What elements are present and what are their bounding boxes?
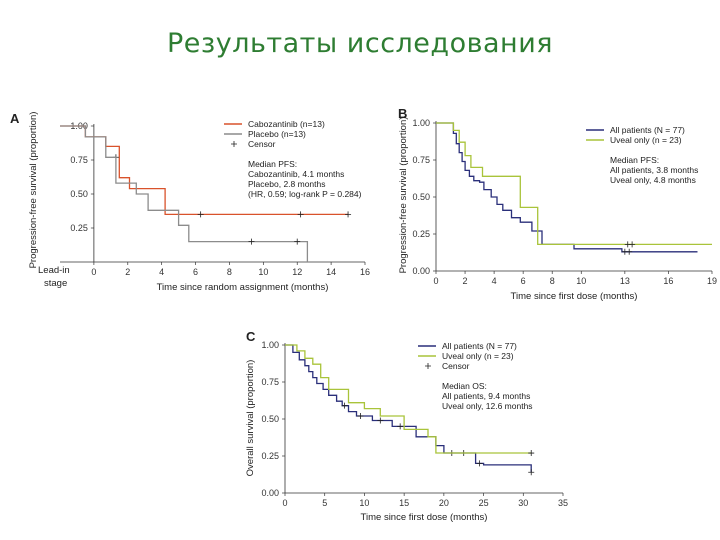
- panel-b-legend-entry-2: Uveal only (n = 23): [610, 135, 682, 145]
- panel-b-x-tick-label: 2: [463, 276, 468, 286]
- panel-a-censor-mark: [345, 211, 352, 218]
- panel-a-legend-entry-2: Placebo (n=13): [248, 129, 306, 139]
- panel-a-y-tick-label: 0.75: [70, 155, 88, 165]
- panel-a-x-tick-label: 6: [193, 267, 198, 277]
- panel-a-x-axis-label: Time since random assignment (months): [157, 282, 329, 293]
- panel-b-x-tick-label: 19: [707, 276, 717, 286]
- panel-a-leadin-label-2: stage: [44, 278, 67, 289]
- panel-b-y-tick-label: 0.75: [412, 155, 430, 165]
- panel-c-annotation-line-3: Uveal only, 12.6 months: [442, 401, 533, 411]
- panel-c-legend-entry-2: Uveal only (n = 23): [442, 351, 514, 361]
- panel-c-letter: C: [246, 329, 256, 344]
- panel-c-censor-mark: [357, 413, 364, 420]
- panel-b-x-tick-label: 0: [433, 276, 438, 286]
- panel-c-y-tick-label: 0.50: [261, 414, 279, 424]
- panel-b-y-tick-label: 0.00: [412, 266, 430, 276]
- panel-c-censor-mark: [341, 402, 348, 409]
- panel-a-legend-entry-1: Cabozantinib (n=13): [248, 119, 325, 129]
- panel-b-censor-mark: [629, 241, 636, 248]
- panel-b-annotation-line-3: Uveal only, 4.8 months: [610, 175, 696, 185]
- panel-b-y-tick-label: 1.00: [412, 118, 430, 128]
- panel-b-legend-entry-1: All patients (N = 77): [610, 125, 685, 135]
- panel-c-censor-mark: [377, 417, 384, 424]
- panel-a-y-tick-label: 0.25: [70, 223, 88, 233]
- panel-c-y-tick-label: 0.75: [261, 377, 279, 387]
- panel-a-legend-censor: Censor: [248, 139, 276, 149]
- panel-b-annotation-line-2: All patients, 3.8 months: [610, 165, 698, 175]
- panel-a-x-tick-label: 14: [326, 267, 336, 277]
- panel-b-x-tick-label: 8: [550, 276, 555, 286]
- panel-c-legend-censor-icon: [425, 363, 431, 369]
- panel-b-letter: B: [398, 106, 407, 121]
- panel-b-x-tick-label: 13: [620, 276, 630, 286]
- panel-c-censor-mark: [397, 423, 404, 430]
- panel-b-x-axis-label: Time since first dose (months): [511, 291, 638, 302]
- panel-b-annotation-line-1: Median PFS:: [610, 155, 659, 165]
- panel-b-censor-mark: [626, 248, 633, 255]
- panel-b-x-tick-label: 4: [492, 276, 497, 286]
- panel-c-x-tick-label: 35: [558, 498, 568, 508]
- panel-c-censor-mark: [476, 460, 483, 467]
- panel-c-y-tick-label: 0.25: [261, 451, 279, 461]
- slide-title: Результаты исследования: [167, 28, 553, 59]
- panel-a-x-tick-label: 10: [258, 267, 268, 277]
- panel-b-y-tick-label: 0.25: [412, 229, 430, 239]
- panel-a-x-tick-label: 8: [227, 267, 232, 277]
- panel-a-leadin-label-1: Lead-in: [38, 265, 70, 276]
- panel-b-series-line-1: [436, 122, 698, 253]
- panel-a-annotation-line-2: Cabozantinib, 4.1 months: [248, 169, 344, 179]
- panel-a-x-tick-label: 2: [125, 267, 130, 277]
- panel-c-annotation-line-1: Median OS:: [442, 381, 487, 391]
- panel-a-censor-mark: [294, 238, 301, 245]
- panel-c-x-tick-label: 25: [479, 498, 489, 508]
- panel-c-y-tick-label: 1.00: [261, 340, 279, 350]
- panel-c-censor-mark: [528, 469, 535, 476]
- panel-b-y-axis-label: Progression-free survival (proportion): [398, 117, 409, 274]
- panel-a-y-axis-label: Progression-free survival (proportion): [28, 112, 39, 269]
- panel-c-x-tick-label: 10: [359, 498, 369, 508]
- panel-b-series-line-2: [436, 122, 712, 246]
- panel-a-x-tick-label: 12: [292, 267, 302, 277]
- panel-c-series-line-2: [285, 344, 532, 454]
- panel-b-x-tick-label: 6: [521, 276, 526, 286]
- panel-c-x-tick-label: 5: [322, 498, 327, 508]
- panel-a-annotation-line-3: Placebo, 2.8 months: [248, 179, 326, 189]
- panel-b-x-tick-label: 10: [576, 276, 586, 286]
- panel-a-censor-mark: [197, 211, 204, 218]
- panel-a-x-tick-label: 0: [91, 267, 96, 277]
- panel-a-annotation-line-1: Median PFS:: [248, 159, 297, 169]
- panel-a-series-line-2: [60, 125, 309, 262]
- panel-c-y-axis-label: Overall survival (proportion): [245, 360, 256, 477]
- panel-c-x-tick-label: 0: [282, 498, 287, 508]
- panel-c-y-tick-label: 0.00: [261, 488, 279, 498]
- panel-b-x-tick-label: 16: [663, 276, 673, 286]
- panel-a-y-tick-label: 0.50: [70, 189, 88, 199]
- panel-a-censor-mark: [248, 238, 255, 245]
- panel-a-legend-censor-icon: [231, 141, 237, 147]
- panel-c-censor-mark: [528, 450, 535, 457]
- panel-a-letter: A: [10, 111, 20, 126]
- panel-a-annotation-line-4: (HR, 0.59; log-rank P = 0.284): [248, 189, 362, 199]
- panel-c-legend-entry-1: All patients (N = 77): [442, 341, 517, 351]
- panel-c-x-tick-label: 20: [439, 498, 449, 508]
- panel-a-x-tick-label: 16: [360, 267, 370, 277]
- panel-a-x-tick-label: 4: [159, 267, 164, 277]
- panel-b-y-tick-label: 0.50: [412, 192, 430, 202]
- panel-a-censor-mark: [297, 211, 304, 218]
- panel-c-legend-censor: Censor: [442, 361, 470, 371]
- panel-c-annotation-line-2: All patients, 9.4 months: [442, 391, 530, 401]
- panel-c-x-tick-label: 30: [518, 498, 528, 508]
- panel-c-x-tick-label: 15: [399, 498, 409, 508]
- panel-c-x-axis-label: Time since first dose (months): [361, 512, 488, 523]
